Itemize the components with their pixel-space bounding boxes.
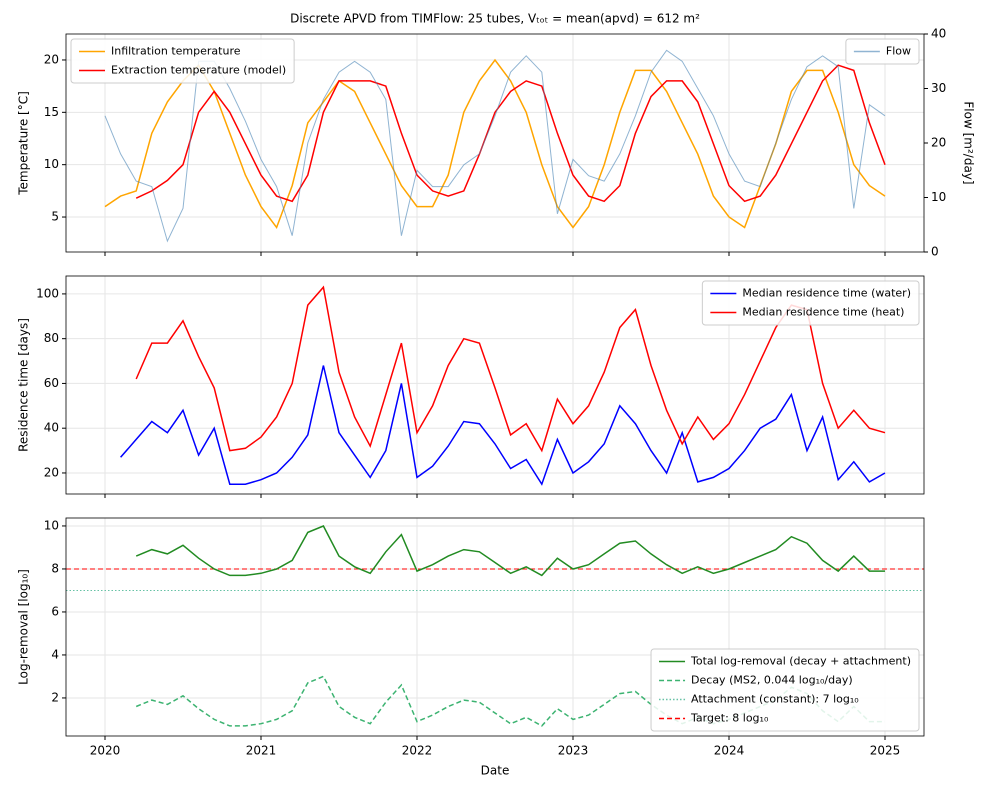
y-tick-label: 4 [51, 647, 59, 661]
y2-tick-label: 30 [931, 81, 946, 95]
y-tick-label: 10 [44, 157, 59, 171]
series-line [104, 49, 886, 243]
y-tick-label: 80 [44, 331, 59, 345]
y-tick-label: 20 [44, 465, 59, 479]
series-line [104, 58, 886, 230]
y2-tick-label: 40 [931, 27, 946, 41]
y-tick-label: 60 [44, 376, 59, 390]
legend-box [650, 648, 920, 732]
legend: Total log-removal (decay + attachment) De… [650, 648, 920, 732]
x-tick-label: 2021 [246, 744, 277, 758]
x-tick-label: 2023 [558, 744, 589, 758]
legend-label: Target: 8 log₁₀ [690, 712, 769, 725]
legend-label: Attachment (constant): 7 log₁₀ [691, 693, 859, 706]
y-tick-label: 40 [44, 421, 59, 435]
series-line [135, 64, 886, 203]
legend-label: Flow [886, 45, 911, 58]
legend: Infiltration temperature Extraction tempe… [70, 38, 295, 84]
x-tick-label: 2024 [714, 744, 745, 758]
y-tick-label: 2 [51, 690, 59, 704]
y2-tick-label: 20 [931, 136, 946, 150]
plot-frame [65, 33, 925, 253]
y-tick-label: 15 [44, 105, 59, 119]
y-tick-label: 20 [44, 52, 59, 66]
legend: Median residence time (water) Median resi… [701, 280, 920, 326]
series-line [135, 525, 885, 577]
y-axis-label: Log-removal [log₁₀] [17, 569, 31, 685]
y-tick-label: 100 [36, 286, 59, 300]
y-tick-label: 8 [51, 561, 59, 575]
y2-axis-label: Flow [m²/day] [962, 101, 976, 184]
series-line [135, 285, 886, 453]
legend-label: Total log-removal (decay + attachment) [690, 655, 911, 668]
y-tick-label: 5 [51, 210, 59, 224]
legend: Flow [845, 38, 920, 65]
legend-label: Extraction temperature (model) [111, 64, 286, 77]
y2-tick-label: 0 [931, 245, 939, 259]
x-tick-label: 2025 [870, 744, 901, 758]
y-tick-label: 6 [51, 604, 59, 618]
series-line [120, 365, 886, 486]
y2-tick-label: 10 [931, 190, 946, 204]
legend-box [701, 280, 920, 326]
plot-frame [65, 517, 925, 737]
plot-frame [65, 275, 925, 495]
x-tick-label: 2020 [90, 744, 121, 758]
legend-box [845, 38, 920, 65]
x-axis-label: Date [481, 764, 510, 778]
y-axis-label: Temperature [°C] [17, 91, 31, 196]
chart-title: Discrete APVD from TIMFlow: 25 tubes, Vₜ… [290, 12, 700, 26]
legend-box [70, 38, 295, 84]
y-axis-label: Residence time [days] [17, 318, 31, 452]
x-tick-label: 2022 [402, 744, 433, 758]
legend-label: Median residence time (water) [742, 287, 911, 300]
legend-label: Infiltration temperature [111, 45, 241, 58]
legend-label: Decay (MS2, 0.044 log₁₀/day) [691, 674, 853, 687]
y-tick-label: 10 [44, 518, 59, 532]
legend-label: Median residence time (heat) [742, 306, 904, 319]
